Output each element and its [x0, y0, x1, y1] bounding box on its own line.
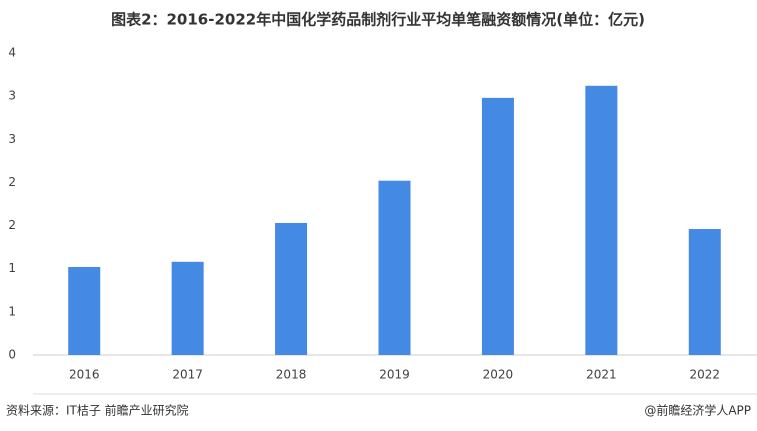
x-tick-label: 2018: [276, 368, 307, 382]
y-tick-label: 3: [8, 89, 16, 103]
x-tick-label: 2022: [690, 368, 721, 382]
chart-title: 图表2：2016-2022年中国化学药品制剂行业平均单笔融资额情况(单位：亿元): [111, 11, 645, 29]
x-tick-label: 2019: [379, 368, 410, 382]
bar: [688, 229, 721, 355]
bar: [481, 97, 514, 356]
x-tick-label: 2020: [483, 368, 514, 382]
credit: @前瞻经济学人APP: [644, 403, 751, 418]
y-tick-label: 2: [8, 175, 16, 189]
bar: [275, 222, 308, 355]
y-tick-label: 1: [8, 304, 16, 318]
y-tick-label: 3: [8, 132, 16, 146]
y-tick-label: 0: [8, 348, 16, 362]
bar: [171, 261, 204, 355]
bar: [585, 85, 618, 355]
x-tick-label: 2017: [172, 368, 203, 382]
x-tick-label: 2016: [69, 368, 100, 382]
bar: [68, 266, 101, 355]
y-tick-label: 2: [8, 218, 16, 232]
y-tick-label: 4: [8, 46, 16, 60]
y-tick-label: 1: [8, 261, 16, 275]
x-tick-label: 2021: [586, 368, 617, 382]
source: 资料来源：IT桔子 前瞻产业研究院: [6, 403, 189, 418]
bar: [378, 180, 411, 355]
